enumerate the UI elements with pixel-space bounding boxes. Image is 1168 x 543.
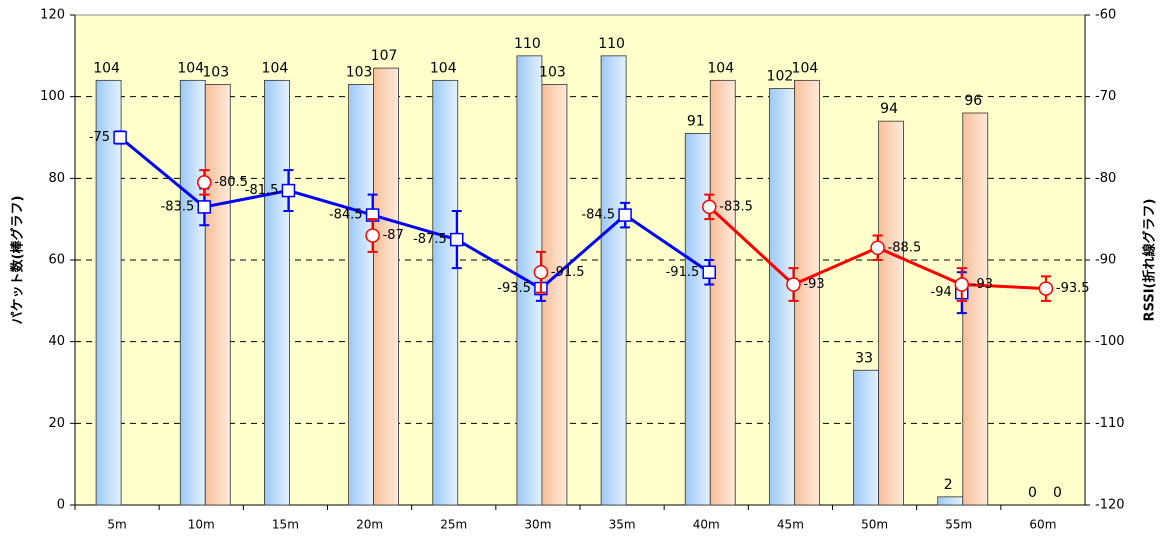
- bar-value-label: 94: [880, 101, 898, 117]
- line-value-label: -81.5: [245, 183, 279, 198]
- bar: [600, 55, 627, 506]
- bar: [794, 79, 820, 506]
- x-tick-label: 10m: [188, 518, 215, 532]
- bar-value-label: 0: [1028, 485, 1037, 501]
- line-value-label: -94: [931, 285, 952, 300]
- x-tick-label: 20m: [356, 518, 383, 532]
- marker: [702, 199, 717, 215]
- line-value-label: -93.5: [1056, 281, 1090, 296]
- bar-value-label: 104: [177, 60, 204, 76]
- bar: [937, 496, 964, 506]
- marker: [786, 277, 801, 292]
- x-tick-label: 30m: [524, 518, 551, 532]
- bar-value-label: 104: [707, 60, 734, 76]
- y-tick-label: 120: [40, 8, 65, 23]
- bar-value-label: 103: [539, 64, 566, 80]
- y-axis-title: パケット数(棒グラフ): [10, 196, 26, 325]
- marker: [533, 265, 549, 280]
- bar: [179, 79, 206, 506]
- y-tick-label: 60: [48, 253, 65, 268]
- y-tick-label: 100: [40, 89, 65, 104]
- y2-axis-title: RSSI(折れ線グラフ): [1142, 199, 1158, 322]
- marker: [1038, 281, 1054, 296]
- marker: [113, 130, 127, 145]
- marker: [702, 265, 716, 279]
- bar: [348, 84, 374, 506]
- bar-value-label: 2: [944, 477, 953, 493]
- y2-tick-label: -90: [1095, 253, 1116, 268]
- line-value-label: -93.5: [497, 281, 531, 296]
- y2-tick-label: -110: [1095, 416, 1125, 431]
- line-value-label: -80.5: [214, 175, 248, 190]
- x-tick-label: 40m: [693, 518, 720, 532]
- bar-value-label: 110: [514, 36, 541, 52]
- y-tick-label: 0: [57, 498, 65, 513]
- bar: [95, 79, 122, 506]
- x-tick-label: 25m: [440, 518, 467, 532]
- bar-value-label: 0: [1053, 485, 1062, 501]
- y2-tick-label: -70: [1095, 89, 1116, 104]
- x-tick-label: 60m: [1029, 518, 1056, 532]
- bar-value-label: 104: [430, 60, 457, 76]
- bar: [853, 369, 879, 506]
- bar-value-label: 104: [262, 60, 289, 76]
- x-tick-label: 45m: [777, 518, 804, 532]
- line-value-label: -91.5: [551, 265, 585, 280]
- bar: [769, 88, 795, 506]
- y2-tick-label: -100: [1095, 334, 1125, 349]
- marker: [197, 175, 212, 190]
- marker: [365, 228, 380, 243]
- bar-value-label: 110: [598, 36, 625, 52]
- line-value-label: -91.5: [666, 265, 700, 280]
- bar-value-label: 102: [767, 69, 794, 85]
- marker: [954, 277, 969, 292]
- line: [119, 136, 711, 291]
- marker: [870, 240, 885, 255]
- bar-value-label: 104: [93, 60, 120, 76]
- bar: [684, 133, 711, 506]
- y2-tick-label: -80: [1095, 171, 1116, 186]
- marker: [450, 232, 464, 247]
- bar: [432, 79, 459, 506]
- line-value-label: -83.5: [719, 199, 753, 214]
- x-tick-label: 35m: [609, 518, 636, 532]
- x-tick-label: 55m: [945, 518, 972, 532]
- line-value-label: -83.5: [161, 199, 195, 214]
- marker: [281, 183, 296, 198]
- line-value-label: -84.5: [329, 208, 363, 223]
- y-tick-label: 40: [48, 334, 65, 349]
- bar: [709, 79, 736, 506]
- x-tick-label: 15m: [272, 518, 299, 532]
- bar: [878, 120, 904, 506]
- y-tick-label: 80: [48, 171, 65, 186]
- bar: [264, 79, 290, 506]
- bar-value-label: 91: [687, 113, 705, 129]
- line-value-label: -93: [972, 277, 993, 292]
- bar-value-label: 107: [371, 48, 398, 64]
- bar-value-label: 33: [855, 350, 873, 366]
- x-tick-label: 5m: [107, 518, 126, 532]
- line-value-label: -93: [803, 277, 824, 292]
- bar: [516, 55, 543, 506]
- bar-value-label: 96: [964, 93, 982, 109]
- bar: [373, 67, 399, 506]
- line-value-label: -87.5: [413, 232, 447, 247]
- line-value-label: -87: [383, 228, 404, 243]
- bar: [962, 112, 989, 506]
- line-value-label: -84.5: [581, 208, 615, 223]
- bar-value-label: 103: [202, 64, 229, 80]
- marker: [618, 208, 632, 222]
- marker: [197, 200, 211, 214]
- line-value-label: -75: [89, 130, 110, 145]
- bar: [204, 84, 231, 506]
- bar-value-label: 103: [346, 64, 373, 80]
- bar-value-label: 104: [792, 60, 819, 76]
- line-value-label: -88.5: [888, 240, 922, 255]
- y2-tick-label: -120: [1095, 498, 1125, 513]
- x-tick-label: 50m: [861, 518, 888, 532]
- y-tick-label: 20: [48, 416, 65, 431]
- y2-tick-label: -60: [1095, 8, 1116, 23]
